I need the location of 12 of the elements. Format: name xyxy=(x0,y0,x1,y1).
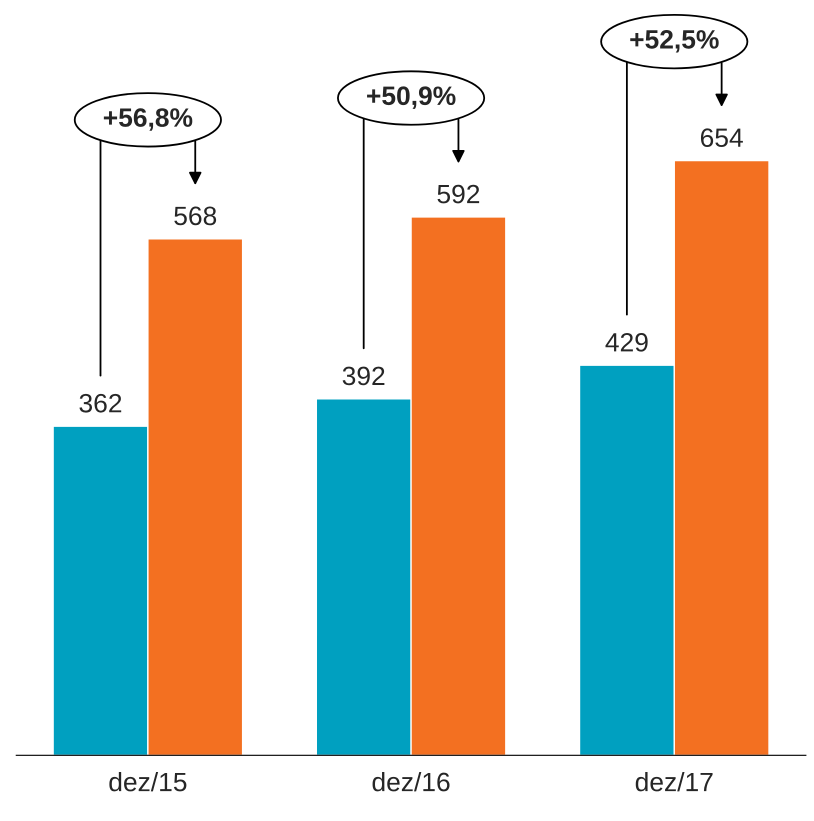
data-label: 592 xyxy=(437,184,480,204)
x-tick-label: dez/17 xyxy=(636,772,713,792)
x-tick-label: dez/15 xyxy=(109,772,186,792)
data-label: 362 xyxy=(79,394,122,413)
text: +56,8% xyxy=(104,108,192,131)
x-tick-label: dez/16 xyxy=(372,772,450,792)
data-label: 392 xyxy=(342,366,384,386)
data-label: 568 xyxy=(174,206,216,226)
text: +52,5% xyxy=(630,30,719,53)
text: +50,9% xyxy=(367,86,456,109)
data-label: 429 xyxy=(605,332,648,352)
data-label: 654 xyxy=(700,128,743,148)
